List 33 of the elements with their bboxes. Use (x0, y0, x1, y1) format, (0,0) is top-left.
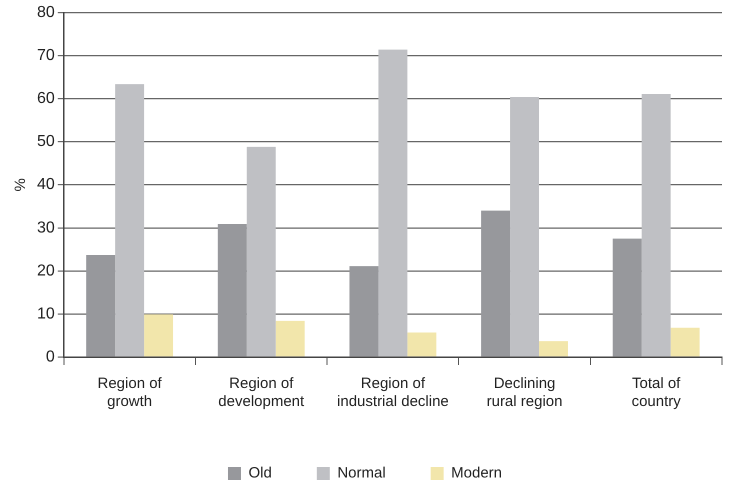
y-tick-label: 50 (37, 133, 55, 150)
bar (539, 341, 568, 356)
y-tick-label: 10 (37, 305, 55, 322)
x-tick-label: Region of development (218, 375, 306, 410)
bar (481, 210, 510, 356)
bar (642, 94, 671, 356)
bar (218, 224, 247, 356)
bar (115, 84, 144, 356)
bar (378, 50, 408, 356)
bar (670, 328, 700, 356)
x-tick-label: Region of industrial decline (337, 375, 449, 410)
legend-label: Normal (337, 464, 386, 482)
y-tick-label: 0 (46, 348, 55, 366)
y-tick-label: 20 (37, 262, 55, 280)
x-tick-label: Declining rural region (486, 375, 562, 410)
y-tick-label: 30 (37, 219, 55, 236)
y-tick-label: 60 (37, 90, 55, 108)
y-axis-title: % (12, 178, 30, 192)
y-tick-label: 80 (37, 4, 55, 22)
x-tick-label: Region of growth (98, 375, 163, 410)
bar (86, 254, 116, 356)
bar (349, 266, 378, 356)
y-tick-label: 40 (37, 176, 55, 194)
x-tick-label: Total of country (632, 375, 682, 410)
legend-label: Old (248, 464, 272, 482)
legend-label: Modern (451, 464, 502, 482)
bar (510, 96, 540, 356)
bar (407, 332, 436, 356)
y-tick-label: 70 (37, 47, 55, 64)
bar (612, 238, 642, 356)
bar (276, 320, 305, 356)
bar (144, 314, 174, 356)
bar (246, 146, 276, 356)
